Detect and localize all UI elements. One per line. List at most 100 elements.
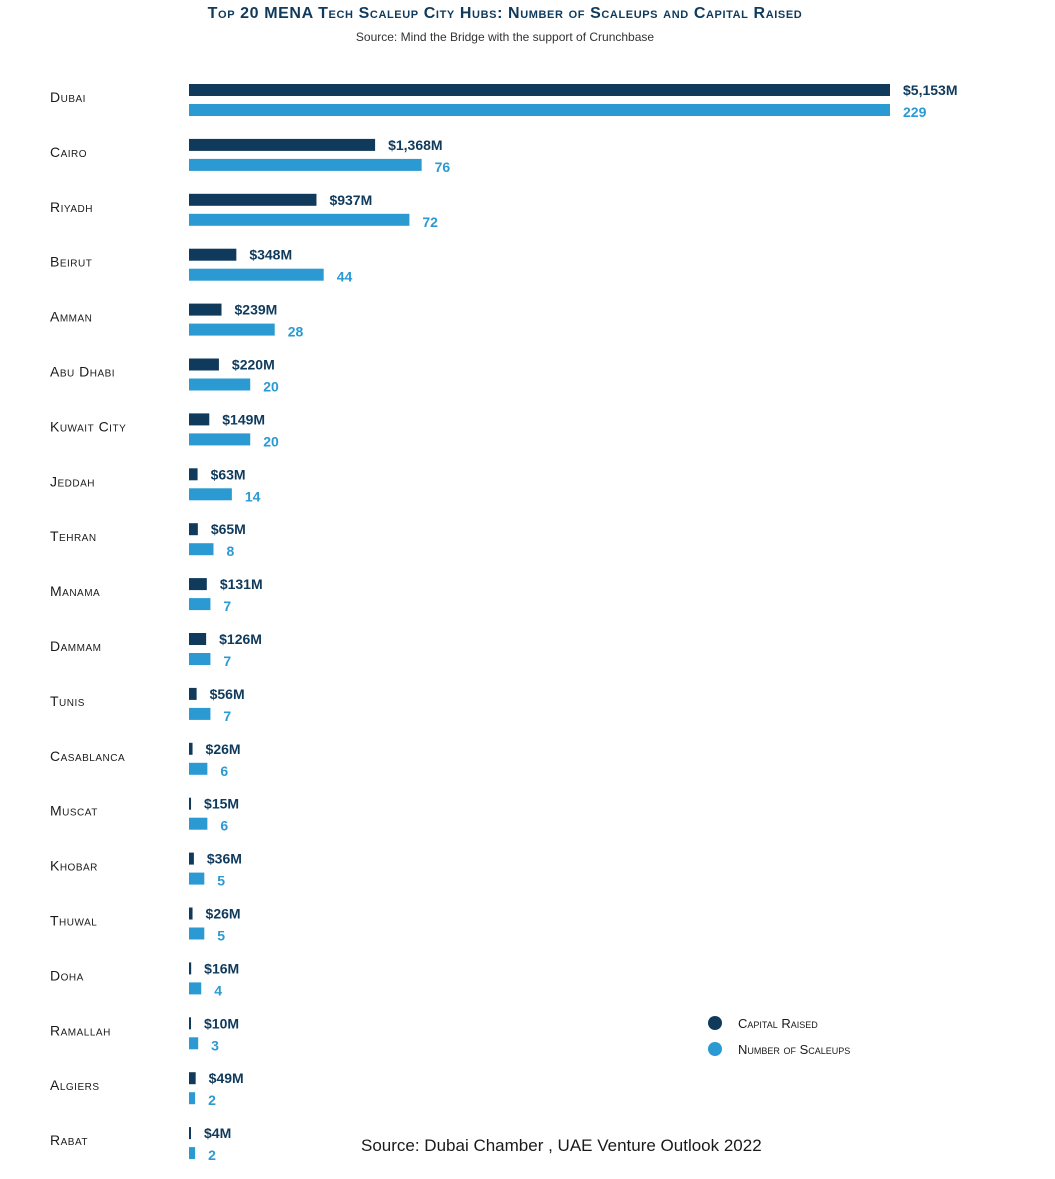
city-label-kuwait-city: Kuwait City [50,418,126,434]
legend-item-scaleups: Number of Scaleups [708,1036,850,1062]
capital-value-beirut: $348M [249,247,292,263]
capital-bar-dubai [189,84,890,96]
city-label-algiers: Algiers [50,1077,100,1093]
capital-bar-khobar [189,852,194,865]
capital-bar-cairo [189,138,376,151]
capital-bar-muscat [189,797,192,810]
city-label-ramallah: Ramallah [50,1022,111,1038]
scaleups-bar-tehran [189,543,214,556]
scaleups-bar-doha [189,982,202,995]
scaleups-value-muscat: 6 [220,818,228,834]
capital-value-cairo: $1,368M [388,137,442,153]
city-label-dammam: Dammam [50,638,101,654]
city-label-casablanca: Casablanca [50,748,125,764]
capital-bar-thuwal [189,907,193,920]
scaleups-value-khobar: 5 [217,873,225,889]
city-label-thuwal: Thuwal [50,913,97,929]
capital-bar-algiers [189,1072,196,1085]
capital-value-doha: $16M [204,960,239,976]
capital-value-tunis: $56M [210,686,245,702]
city-label-abu-dhabi: Abu Dhabi [50,364,115,380]
scaleups-bar-casablanca [189,762,208,775]
city-label-dubai: Dubai [50,89,86,105]
scaleups-bar-kuwait-city [189,433,251,446]
capital-value-khobar: $36M [207,851,242,867]
capital-bar-kuwait-city [189,413,210,426]
legend-swatch-capital [708,1016,722,1030]
scaleups-value-doha: 4 [214,982,222,998]
capital-value-riyadh: $937M [329,192,372,208]
scaleups-value-tehran: 8 [226,543,234,559]
capital-value-amman: $239M [235,302,278,318]
scaleups-value-manama: 7 [223,598,231,614]
scaleups-value-tunis: 7 [223,708,231,724]
city-label-tunis: Tunis [50,693,85,709]
capital-bar-jeddah [189,468,198,481]
capital-bar-ramallah [189,1017,191,1030]
scaleups-value-casablanca: 6 [220,763,228,779]
scaleups-bar-khobar [189,872,205,885]
scaleups-bar-beirut [189,268,324,281]
capital-bar-riyadh [189,193,317,206]
capital-bar-casablanca [189,742,193,755]
capital-value-kuwait-city: $149M [222,411,265,427]
capital-bar-tehran [189,523,198,536]
capital-value-thuwal: $26M [206,906,241,922]
scaleups-value-dubai: 229 [903,104,927,120]
city-label-khobar: Khobar [50,858,98,874]
capital-value-ramallah: $10M [204,1015,239,1031]
legend-label-capital: Capital Raised [738,1015,818,1031]
capital-bar-dammam [189,633,207,645]
capital-bar-beirut [189,248,237,261]
scaleups-value-algiers: 2 [208,1092,216,1108]
capital-bar-manama [189,578,207,591]
city-label-rabat: Rabat [50,1132,88,1148]
scaleups-value-jeddah: 14 [245,488,261,504]
legend: Capital Raised Number of Scaleups [708,1010,850,1062]
capital-value-muscat: $15M [204,796,239,812]
scaleups-bar-ramallah [189,1037,199,1050]
scaleups-value-riyadh: 72 [422,214,438,230]
scaleups-bar-jeddah [189,488,232,501]
scaleups-value-abu-dhabi: 20 [263,379,279,395]
capital-value-casablanca: $26M [206,741,241,757]
capital-value-dubai: $5,153M [903,82,957,98]
capital-value-dammam: $126M [219,631,262,647]
scaleups-bar-rabat [189,1147,196,1160]
source-note: Source: Dubai Chamber , UAE Venture Outl… [361,1136,762,1155]
scaleups-value-thuwal: 5 [217,928,225,944]
scaleups-bar-dammam [189,653,211,665]
capital-value-tehran: $65M [211,521,246,537]
chart-subtitle: Source: Mind the Bridge with the support… [355,30,655,44]
scaleups-value-beirut: 44 [337,269,353,285]
city-label-amman: Amman [50,309,92,325]
chart-title: Top 20 MENA Tech Scaleup City Hubs: Numb… [207,5,803,22]
capital-value-algiers: $49M [209,1070,244,1086]
scaleups-bar-tunis [189,707,211,720]
scaleups-bar-abu-dhabi [189,378,251,391]
scaleups-value-rabat: 2 [208,1147,216,1163]
scaleups-bar-algiers [189,1092,196,1105]
capital-value-manama: $131M [220,576,263,592]
legend-swatch-scaleups [708,1042,722,1056]
scaleups-bar-dubai [189,104,890,116]
capital-bar-amman [189,303,222,316]
scaleups-bar-riyadh [189,213,410,226]
capital-value-abu-dhabi: $220M [232,357,275,373]
scaleups-value-kuwait-city: 20 [263,433,279,449]
scaleups-bar-thuwal [189,927,205,940]
scaleups-value-ramallah: 3 [211,1037,219,1053]
scaleups-bar-amman [189,323,275,336]
legend-item-capital: Capital Raised [708,1010,850,1036]
scaleups-bar-muscat [189,817,208,830]
city-label-doha: Doha [50,967,84,983]
city-label-cairo: Cairo [50,144,87,160]
capital-bar-abu-dhabi [189,358,219,371]
capital-value-jeddah: $63M [211,466,246,482]
scaleups-value-dammam: 7 [223,653,231,669]
capital-bar-rabat [189,1127,191,1140]
legend-label-scaleups: Number of Scaleups [738,1041,851,1057]
scaleups-bar-cairo [189,158,422,171]
city-label-jeddah: Jeddah [50,473,95,489]
